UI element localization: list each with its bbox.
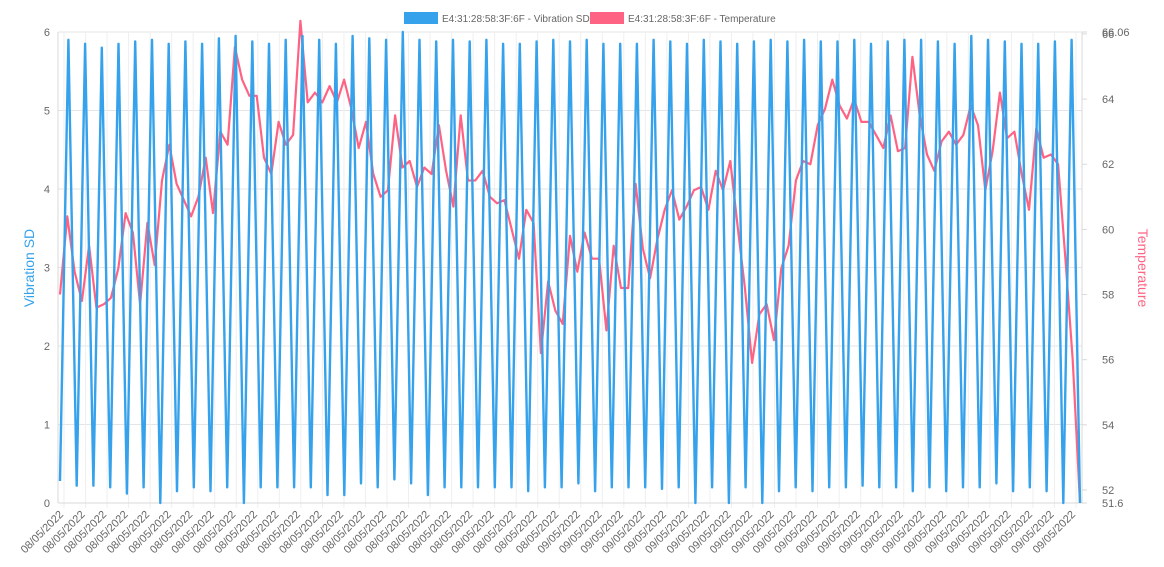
- right-tick-label: 62: [1102, 159, 1114, 171]
- right-tick-label: 60: [1102, 224, 1114, 236]
- legend[interactable]: E4:31:28:58:3F:6F - Vibration SD E4:31:2…: [404, 12, 776, 25]
- right-tick-label: 52: [1102, 485, 1114, 497]
- left-tick-label: 6: [44, 27, 50, 39]
- left-axis-ticks: 0 1 2 3 4 5 6: [44, 27, 50, 510]
- x-axis-ticks: 08/05/202208/05/202208/05/202208/05/2022…: [19, 509, 1078, 556]
- left-axis-title: Vibration SD: [21, 229, 37, 307]
- legend-swatch-vibration[interactable]: [404, 12, 438, 24]
- left-tick-label: 5: [44, 106, 50, 118]
- legend-swatch-temperature[interactable]: [590, 12, 624, 24]
- series-layer: [58, 19, 1082, 505]
- right-tick-label: 51.6: [1102, 498, 1123, 510]
- right-tick-label: 66: [1102, 29, 1114, 41]
- right-axis-title: Temperature: [1135, 229, 1151, 308]
- left-tick-label: 1: [44, 420, 50, 432]
- legend-label-vibration[interactable]: E4:31:28:58:3F:6F - Vibration SD: [442, 14, 590, 25]
- right-tick-label: 66.06: [1102, 27, 1130, 39]
- right-tick-label: 56: [1102, 355, 1114, 367]
- right-tick-label: 54: [1102, 420, 1114, 432]
- left-tick-label: 2: [44, 341, 50, 353]
- right-tick-label: 64: [1102, 94, 1114, 106]
- legend-label-temperature[interactable]: E4:31:28:58:3F:6F - Temperature: [628, 14, 776, 25]
- left-tick-label: 3: [44, 263, 50, 275]
- left-tick-label: 4: [44, 184, 50, 196]
- left-tick-label: 0: [44, 498, 50, 510]
- series-line-vibration[interactable]: [58, 30, 1082, 505]
- right-tick-label: 58: [1102, 290, 1114, 302]
- series-line-temperature[interactable]: [58, 19, 1082, 504]
